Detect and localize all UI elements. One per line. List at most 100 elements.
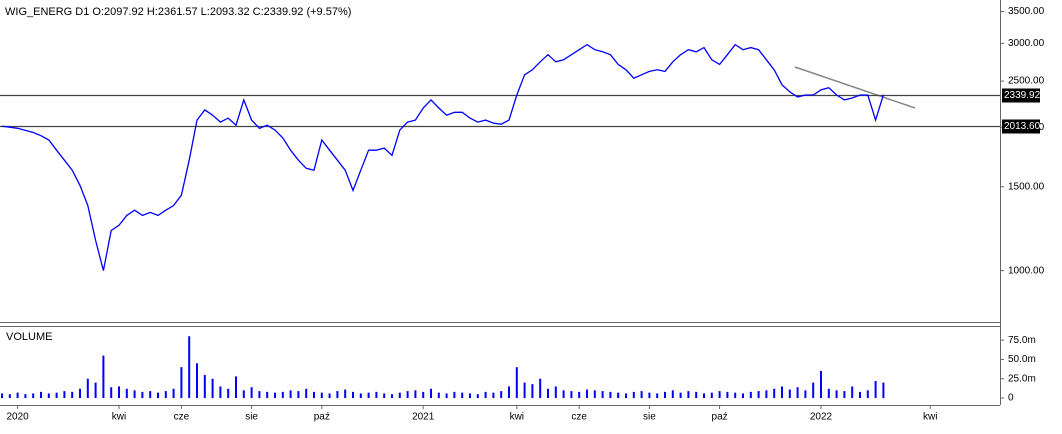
volume-bar (625, 393, 627, 399)
x-tick-label: kwi (923, 412, 937, 423)
volume-bar (430, 388, 432, 399)
volume-bar (235, 376, 237, 399)
price-line (1, 43, 885, 271)
volume-bar (219, 386, 222, 399)
volume-bar (437, 392, 440, 399)
y2-tick-label: 50.0m (1008, 354, 1036, 365)
volume-bar (679, 392, 682, 399)
volume-bar (547, 388, 549, 399)
volume-bar (796, 387, 799, 399)
x-tick-label: cze (174, 412, 190, 423)
volume-bar (718, 391, 721, 399)
volume-bar (196, 363, 198, 399)
x-tick-label: 2022 (810, 412, 833, 423)
volume-bar (765, 390, 768, 399)
volume-bar (8, 394, 11, 399)
volume-bar (710, 392, 713, 399)
volume-bar (149, 391, 152, 399)
volume-bar (461, 392, 464, 399)
volume-bar (414, 390, 417, 399)
volume-bar (687, 391, 690, 399)
volume-bar (531, 384, 534, 399)
volume-bar (422, 391, 425, 399)
volume-bar (102, 355, 105, 399)
volume-bar (726, 391, 729, 399)
x-tick-label: 2020 (6, 412, 29, 423)
volume-bar (398, 392, 401, 399)
volume-bar (157, 392, 159, 399)
volume-bar (1, 393, 3, 399)
volume-bar (851, 386, 854, 399)
volume-bar (305, 388, 308, 399)
volume-bar (843, 391, 846, 399)
volume-bar (344, 389, 347, 399)
volume-bar (328, 393, 331, 399)
volume-bar (164, 391, 167, 399)
volume-bar (110, 387, 113, 399)
volume-bar (562, 390, 565, 399)
volume-bar (695, 391, 698, 399)
y2-tick-label: 75.0m (1008, 335, 1036, 346)
volume-bar (250, 387, 253, 399)
volume-bar (383, 393, 386, 399)
volume-bar (469, 393, 471, 399)
volume-bar (804, 390, 807, 399)
volume-bar (94, 382, 97, 399)
volume-bar (242, 390, 245, 399)
volume-bar (781, 386, 783, 399)
volume-bar (133, 390, 136, 399)
volume-bar (882, 382, 885, 399)
volume-bar (125, 388, 128, 399)
volume-bar (773, 388, 776, 399)
volume-bar (118, 386, 120, 399)
volume-bar (203, 374, 206, 399)
volume-bar (79, 388, 81, 399)
volume-bar (406, 391, 409, 399)
volume-bar (570, 391, 573, 399)
x-tick-label: 2021 (412, 412, 435, 423)
x-tick-label: paź (314, 412, 330, 423)
x-tick-label: kwi (510, 412, 524, 423)
volume-bar (742, 393, 744, 399)
volume-bar (500, 391, 503, 399)
volume-bar (32, 393, 35, 399)
volume-bar (63, 391, 66, 399)
volume-bar (258, 391, 261, 399)
volume-bar (593, 390, 596, 399)
volume-bar (453, 391, 456, 399)
volume-bar (734, 392, 737, 399)
volume-bar (866, 390, 869, 399)
volume-bar (47, 393, 50, 399)
volume-bar (141, 391, 144, 399)
volume-bar (749, 391, 752, 399)
level-label-box (1002, 119, 1040, 134)
volume-bar (874, 381, 877, 399)
level-label: 2339.92 (1004, 90, 1041, 101)
volume-bar (632, 391, 635, 399)
volume-bar (492, 392, 495, 399)
volume-bar (757, 391, 760, 399)
volume-bar (601, 391, 604, 399)
volume-bar (391, 394, 393, 399)
panel-label: VOLUME (6, 331, 52, 343)
volume-bar (664, 391, 666, 399)
volume-bar (16, 392, 19, 399)
volume-bar (812, 382, 815, 399)
volume-bar (359, 393, 362, 399)
volume-bar (40, 391, 42, 399)
volume-bar (297, 391, 300, 399)
volume-bar (266, 391, 269, 399)
volume-bar (375, 391, 378, 399)
volume-bar (484, 391, 487, 399)
volume-bar (188, 336, 191, 399)
volume-bar (827, 388, 830, 399)
y-tick-label: 3000.00 (1008, 38, 1045, 49)
volume-bar (336, 391, 339, 399)
level-label: 2013.60 (1004, 121, 1041, 132)
x-tick-label: paź (712, 412, 728, 423)
volume-bar (859, 391, 861, 399)
volume-bar (274, 392, 276, 399)
volume-bar (515, 367, 518, 399)
y-tick-label: 1500.00 (1008, 181, 1045, 192)
